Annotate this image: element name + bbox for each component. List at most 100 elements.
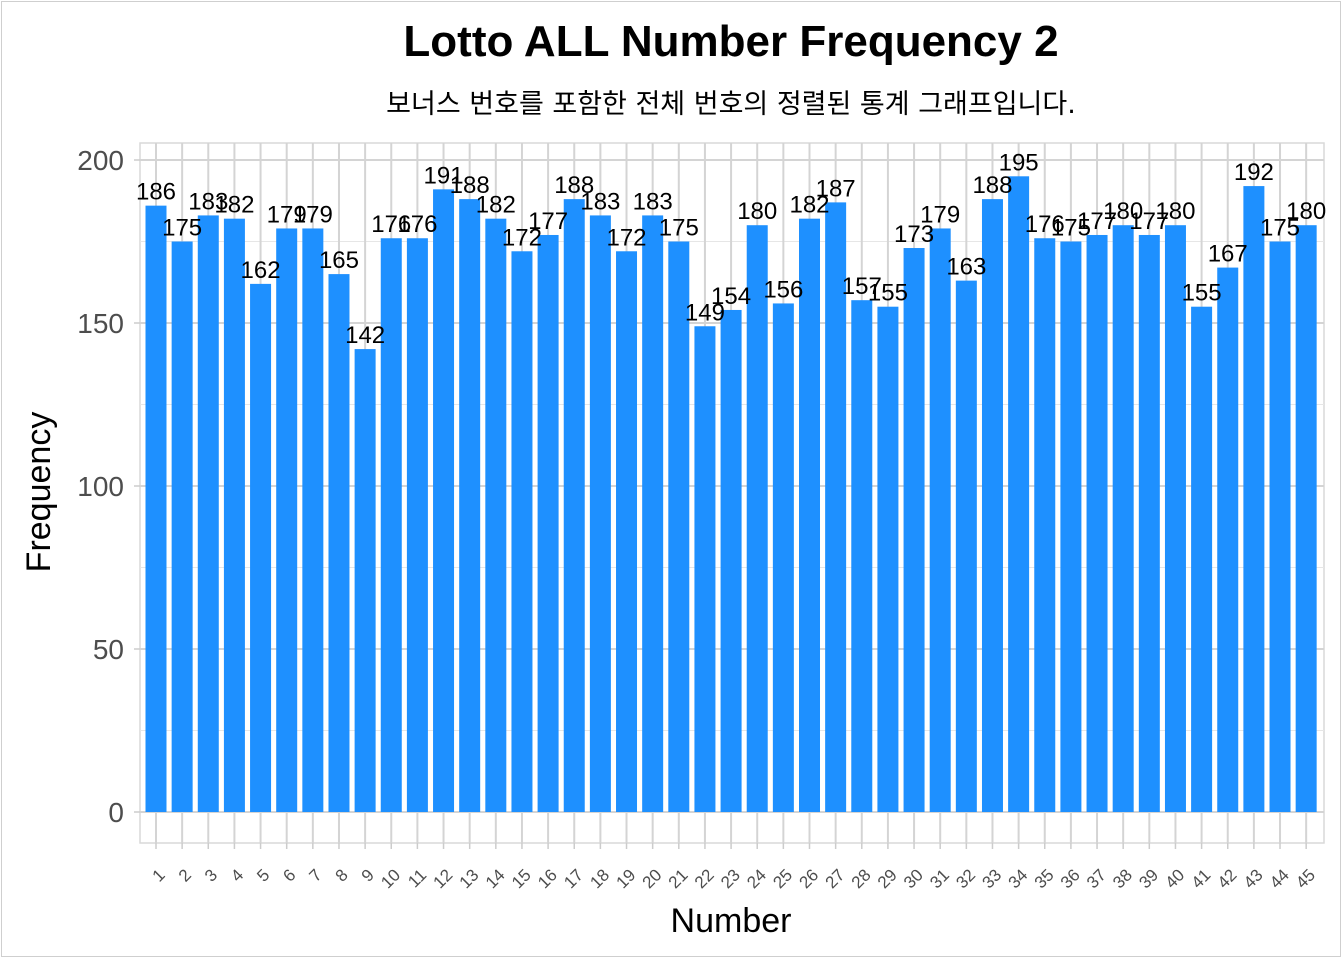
bar-8 xyxy=(328,274,350,813)
bar-value-label: 195 xyxy=(999,149,1039,176)
x-tick-label: 25 xyxy=(769,865,796,892)
y-axis-ticks: 0 50 100 150 200 xyxy=(77,145,140,828)
bar-10 xyxy=(380,238,402,813)
bar-42 xyxy=(1217,267,1239,813)
bar-value-label: 183 xyxy=(580,188,620,215)
x-tick-label: 22 xyxy=(691,865,718,892)
x-tick-label: 36 xyxy=(1057,865,1084,892)
bar-value-label: 157 xyxy=(842,273,882,300)
bar-value-label: 172 xyxy=(606,224,646,251)
x-tick-label: 40 xyxy=(1161,865,1188,892)
bar-value-label: 188 xyxy=(554,172,594,199)
bar-value-label: 177 xyxy=(1077,208,1117,235)
bar-value-label: 175 xyxy=(659,215,699,242)
x-tick-label: 29 xyxy=(874,865,901,892)
bar-value-label: 182 xyxy=(789,192,829,219)
x-tick-label: 32 xyxy=(952,865,979,892)
x-tick-label: 27 xyxy=(822,865,849,892)
x-tick-label: 44 xyxy=(1266,865,1293,892)
bar-6 xyxy=(276,228,298,812)
bar-value-label: 188 xyxy=(972,172,1012,199)
x-tick-label: 4 xyxy=(227,865,247,885)
bar-28 xyxy=(851,300,873,812)
bar-34 xyxy=(1008,176,1030,813)
bar-37 xyxy=(1086,234,1108,813)
x-tick-label: 15 xyxy=(508,865,535,892)
x-tick-label: 33 xyxy=(978,865,1005,892)
bar-36 xyxy=(1060,241,1082,812)
x-tick-label: 28 xyxy=(848,865,875,892)
bar-44 xyxy=(1269,241,1291,812)
bar-18 xyxy=(589,215,611,813)
bar-31 xyxy=(929,228,951,812)
x-tick-label: 24 xyxy=(743,865,770,892)
x-tick-label: 2 xyxy=(175,865,195,885)
x-tick-label: 18 xyxy=(586,865,613,892)
bar-value-label: 162 xyxy=(241,257,281,284)
bar-value-label: 179 xyxy=(920,201,960,228)
bar-value-label: 188 xyxy=(450,172,490,199)
bar-value-label: 173 xyxy=(894,221,934,248)
bar-16 xyxy=(537,234,559,813)
bar-3 xyxy=(197,215,219,813)
bar-13 xyxy=(459,199,481,812)
x-tick-label: 23 xyxy=(717,865,744,892)
bar-15 xyxy=(511,251,533,812)
bar-value-label: 176 xyxy=(371,211,411,238)
bar-20 xyxy=(642,215,664,813)
x-tick-label: 3 xyxy=(201,865,221,885)
x-tick-label: 43 xyxy=(1240,865,1267,892)
x-tick-label: 7 xyxy=(306,865,326,885)
x-tick-label: 41 xyxy=(1188,865,1215,892)
x-tick-label: 39 xyxy=(1135,865,1162,892)
bar-value-label: 175 xyxy=(1260,215,1300,242)
x-tick-label: 13 xyxy=(456,865,483,892)
bar-value-label: 155 xyxy=(1182,280,1222,307)
x-tick-label: 5 xyxy=(253,865,273,885)
bar-17 xyxy=(563,199,585,812)
x-tick-label: 14 xyxy=(482,865,509,892)
x-tick-label: 21 xyxy=(665,865,692,892)
x-tick-label: 26 xyxy=(796,865,823,892)
x-tick-label: 9 xyxy=(358,865,378,885)
bar-40 xyxy=(1164,225,1186,812)
bar-26 xyxy=(799,218,820,812)
x-tick-label: 12 xyxy=(430,865,457,892)
bar-32 xyxy=(955,280,977,812)
x-tick-label: 10 xyxy=(377,865,404,892)
bar-4 xyxy=(223,218,245,812)
bar-value-label: 180 xyxy=(1155,198,1195,225)
bar-35 xyxy=(1034,238,1056,813)
bar-value-label: 180 xyxy=(1103,198,1143,225)
bar-value-label: 176 xyxy=(397,211,437,238)
bar-value-label: 187 xyxy=(816,175,856,202)
x-axis-ticks: 1 2 3 4 5 6 7 8 9 10 11 12 13 14 15 16 17 18 19 20 21 22 23 24 2… xyxy=(149,843,1319,892)
bar-value-label: 177 xyxy=(528,208,568,235)
bar-value-label: 172 xyxy=(502,224,542,251)
bars-group xyxy=(145,176,1317,813)
bar-value-label: 155 xyxy=(868,280,908,307)
x-axis-label: Number xyxy=(671,902,792,940)
x-tick-label: 35 xyxy=(1031,865,1058,892)
bar-value-label: 142 xyxy=(345,322,385,349)
y-tick-label: 150 xyxy=(77,308,124,339)
chart-subtitle: 보너스 번호를 포함한 전체 번호의 정렬된 통계 그래프입니다. xyxy=(386,89,1076,120)
bar-value-label: 163 xyxy=(946,254,986,281)
x-tick-label: 38 xyxy=(1109,865,1136,892)
bar-43 xyxy=(1243,186,1265,812)
bar-value-label: 180 xyxy=(737,198,777,225)
y-tick-label: 50 xyxy=(93,634,124,665)
bar-value-label: 180 xyxy=(1286,198,1326,225)
bar-7 xyxy=(302,228,324,812)
bar-33 xyxy=(981,199,1003,812)
x-tick-label: 42 xyxy=(1214,865,1241,892)
bar-23 xyxy=(720,309,742,812)
bar-12 xyxy=(433,189,455,813)
bar-value-label: 186 xyxy=(136,179,176,206)
x-tick-label: 31 xyxy=(926,865,953,892)
bar-value-label: 154 xyxy=(711,283,751,310)
bar-27 xyxy=(825,202,847,812)
bar-value-label: 175 xyxy=(162,215,202,242)
x-tick-label: 17 xyxy=(560,865,587,892)
bar-value-label: 156 xyxy=(763,276,803,303)
